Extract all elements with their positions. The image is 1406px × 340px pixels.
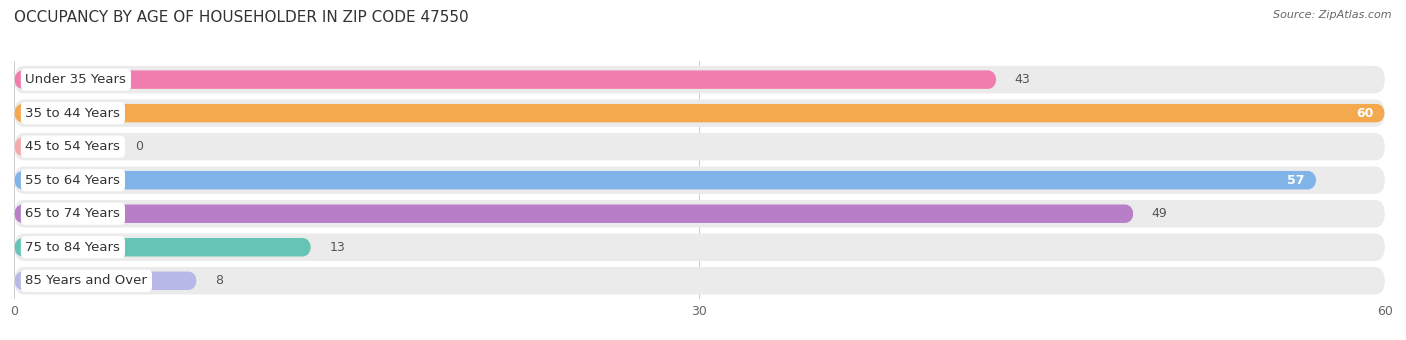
Text: 43: 43 bbox=[1015, 73, 1031, 86]
Text: 85 Years and Over: 85 Years and Over bbox=[25, 274, 148, 287]
Text: Source: ZipAtlas.com: Source: ZipAtlas.com bbox=[1274, 10, 1392, 20]
Text: 49: 49 bbox=[1152, 207, 1167, 220]
Text: 57: 57 bbox=[1288, 174, 1305, 187]
FancyBboxPatch shape bbox=[14, 200, 1385, 227]
FancyBboxPatch shape bbox=[14, 272, 197, 290]
Text: 35 to 44 Years: 35 to 44 Years bbox=[25, 107, 121, 120]
Text: Under 35 Years: Under 35 Years bbox=[25, 73, 127, 86]
FancyBboxPatch shape bbox=[14, 99, 1385, 127]
FancyBboxPatch shape bbox=[14, 238, 311, 256]
FancyBboxPatch shape bbox=[14, 167, 1385, 194]
FancyBboxPatch shape bbox=[14, 234, 1385, 261]
FancyBboxPatch shape bbox=[14, 204, 1133, 223]
FancyBboxPatch shape bbox=[14, 137, 117, 156]
Text: 75 to 84 Years: 75 to 84 Years bbox=[25, 241, 121, 254]
Text: OCCUPANCY BY AGE OF HOUSEHOLDER IN ZIP CODE 47550: OCCUPANCY BY AGE OF HOUSEHOLDER IN ZIP C… bbox=[14, 10, 468, 25]
FancyBboxPatch shape bbox=[14, 171, 1316, 189]
Text: 13: 13 bbox=[329, 241, 344, 254]
Text: 65 to 74 Years: 65 to 74 Years bbox=[25, 207, 121, 220]
Text: 55 to 64 Years: 55 to 64 Years bbox=[25, 174, 121, 187]
FancyBboxPatch shape bbox=[14, 133, 1385, 160]
FancyBboxPatch shape bbox=[14, 104, 1385, 122]
Text: 0: 0 bbox=[135, 140, 143, 153]
Text: 60: 60 bbox=[1357, 107, 1374, 120]
Text: 8: 8 bbox=[215, 274, 224, 287]
FancyBboxPatch shape bbox=[14, 70, 997, 89]
FancyBboxPatch shape bbox=[14, 66, 1385, 94]
FancyBboxPatch shape bbox=[14, 267, 1385, 294]
Text: 45 to 54 Years: 45 to 54 Years bbox=[25, 140, 121, 153]
